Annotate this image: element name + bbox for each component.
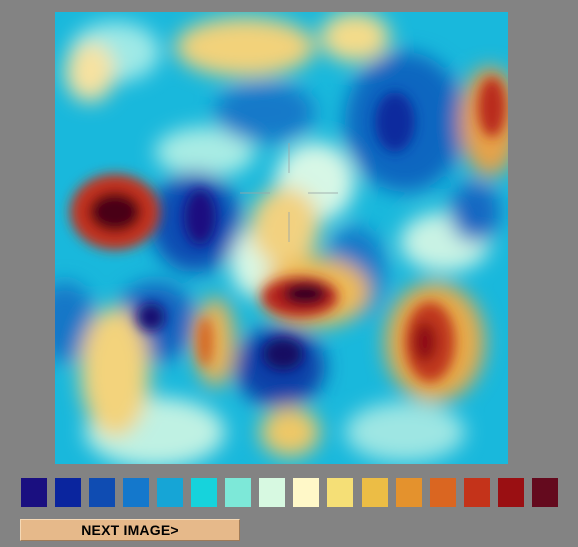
palette-swatch[interactable] bbox=[293, 478, 319, 507]
palette-swatch[interactable] bbox=[396, 478, 422, 507]
palette-swatch[interactable] bbox=[362, 478, 388, 507]
field-image-canvas[interactable] bbox=[55, 12, 508, 464]
palette-swatch[interactable] bbox=[259, 478, 285, 507]
palette-swatch[interactable] bbox=[157, 478, 183, 507]
palette-swatch[interactable] bbox=[498, 478, 524, 507]
palette-swatch[interactable] bbox=[532, 478, 558, 507]
palette-swatch[interactable] bbox=[225, 478, 251, 507]
palette-swatch[interactable] bbox=[327, 478, 353, 507]
palette-swatch[interactable] bbox=[464, 478, 490, 507]
color-palette bbox=[21, 478, 562, 508]
palette-swatch[interactable] bbox=[21, 478, 47, 507]
palette-swatch[interactable] bbox=[123, 478, 149, 507]
palette-swatch[interactable] bbox=[55, 478, 81, 507]
palette-swatch[interactable] bbox=[89, 478, 115, 507]
palette-swatch[interactable] bbox=[191, 478, 217, 507]
palette-swatch[interactable] bbox=[430, 478, 456, 507]
next-image-button[interactable]: NEXT IMAGE> bbox=[20, 519, 240, 541]
field-image[interactable] bbox=[55, 12, 508, 464]
